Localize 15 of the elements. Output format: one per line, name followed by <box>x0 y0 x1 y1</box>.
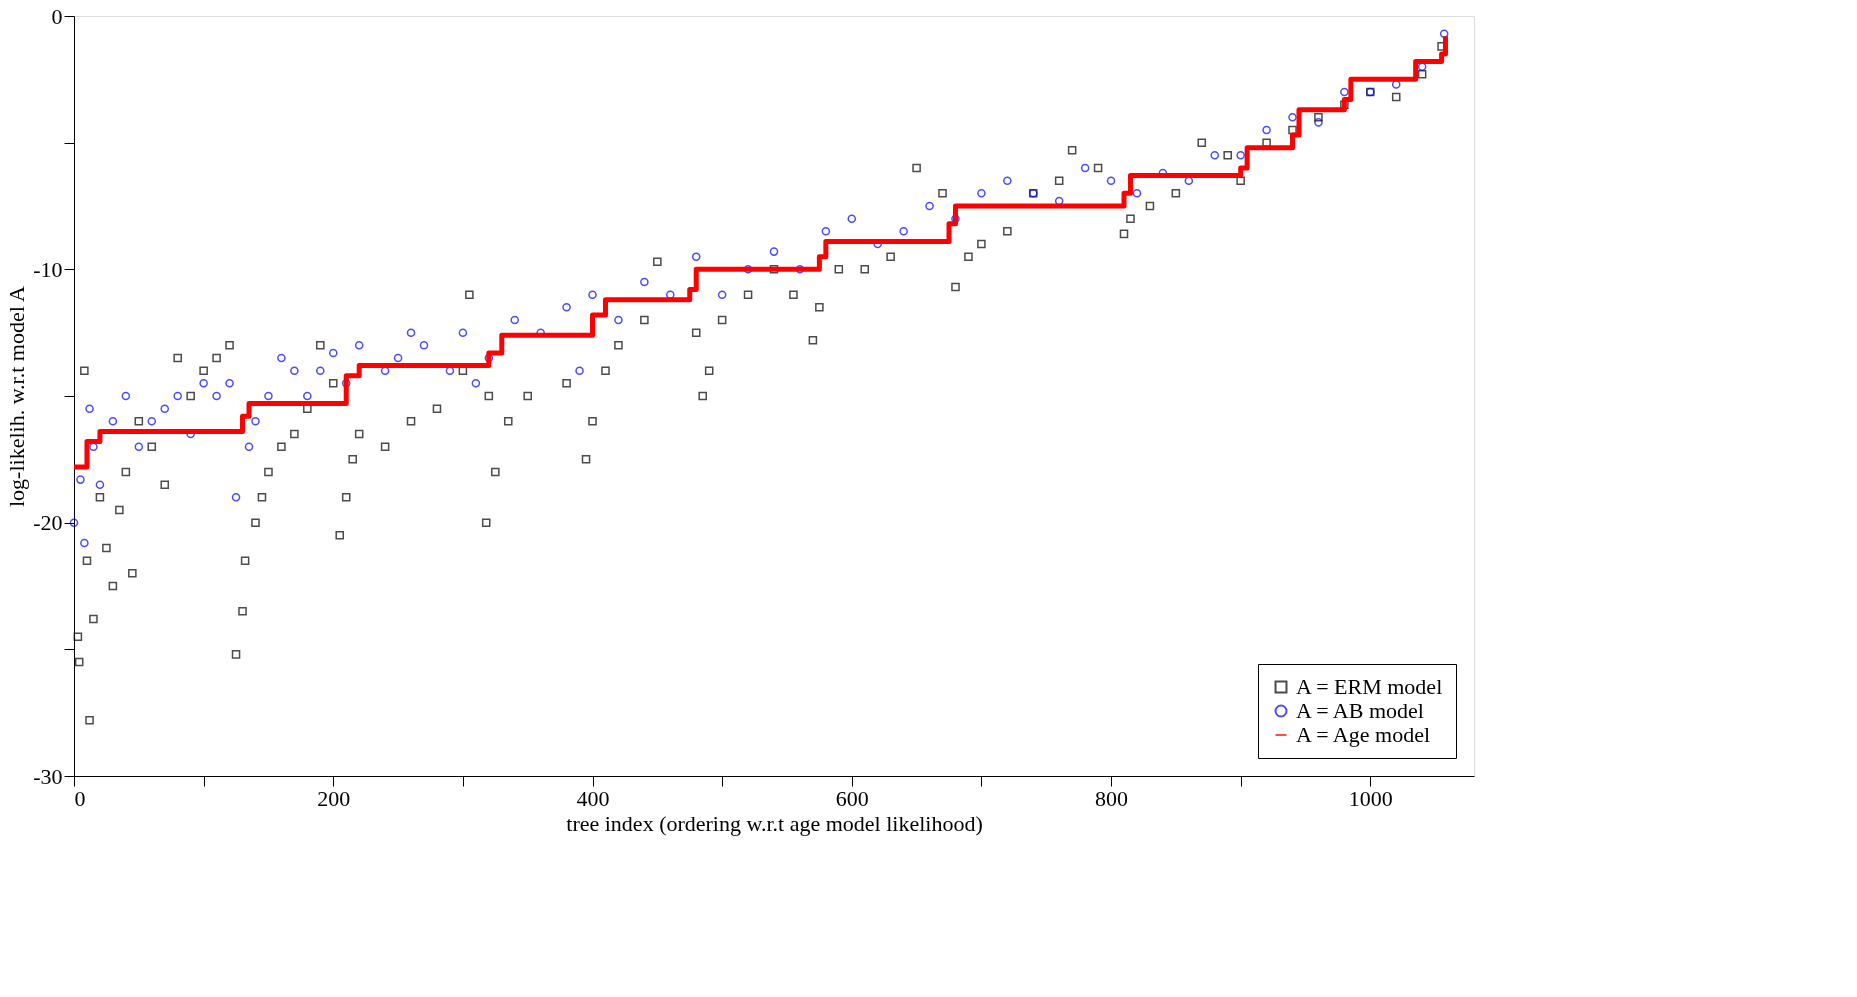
x-tick-label: 800 <box>1095 785 1129 811</box>
legend-label: A = Age model <box>1296 722 1431 747</box>
y-tick-label: -30 <box>33 763 63 789</box>
y-axis-title: log-likelih. w.r.t model A <box>4 285 30 507</box>
y-tick-label: -10 <box>33 256 63 282</box>
y-tick-label: -20 <box>33 510 63 536</box>
x-tick-label: 200 <box>317 785 351 811</box>
x-tick-label: 1000 <box>1348 785 1393 811</box>
legend-label: A = ERM model <box>1296 674 1443 699</box>
x-tick-label: 600 <box>835 785 869 811</box>
x-tick-label: 0 <box>74 785 86 811</box>
x-tick-label: 400 <box>576 785 610 811</box>
legend-label: A = AB model <box>1296 698 1424 723</box>
x-axis-title: tree index (ordering w.r.t age model likelihood) <box>566 810 983 836</box>
y-tick-label: 0 <box>51 3 63 29</box>
